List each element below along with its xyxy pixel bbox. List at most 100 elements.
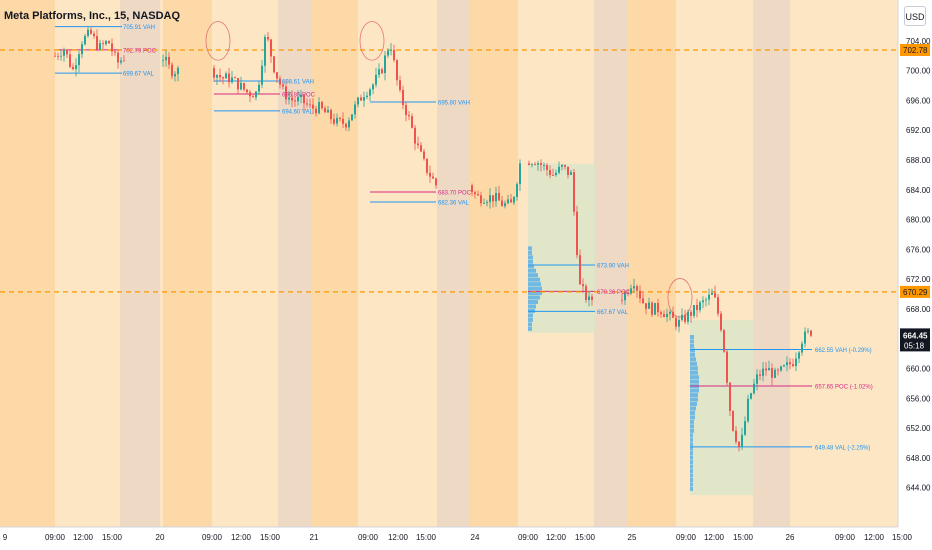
candle-body [429,172,431,177]
candle-body [660,312,662,315]
candle-body [732,410,734,431]
time-tick-label: 15:00 [892,533,913,542]
candle-body [417,143,419,146]
candle-body [288,97,290,100]
candle-body [486,202,488,204]
candle-body [717,297,719,314]
time-tick-label: 15:00 [575,533,596,542]
candle-body [342,118,344,124]
profile-histogram-bar [690,460,693,465]
candle-body [372,84,374,90]
candle-body [171,64,173,77]
candle-body [504,203,506,207]
candle-body [711,293,713,295]
candle-body [399,80,401,90]
profile-box [690,320,753,496]
candle-body [96,36,98,50]
candle-body [228,73,230,83]
currency-button[interactable]: USD [904,6,926,26]
profile-histogram-bar [528,291,542,296]
time-tick-label: 26 [786,533,795,542]
profile-histogram-bar [528,295,540,300]
candle-body [759,374,761,376]
price-tick-label: 688.00 [906,156,931,165]
candle-body [777,369,779,371]
time-tick-label: 20 [156,533,165,542]
candle-body [714,293,716,298]
candle-body [333,119,335,124]
candle-body [81,44,83,55]
candle-body [225,73,227,79]
candle-body [495,192,497,202]
time-tick-label: 15:00 [733,533,754,542]
candle-body [582,284,584,287]
candle-body [174,74,176,77]
candle-body [765,368,767,371]
candle-body [786,362,788,366]
candle-body [117,52,119,63]
candle-body [558,166,560,173]
candle-body [789,362,791,365]
candle-body [534,164,536,166]
candle-body [240,83,242,90]
candle-body [309,104,311,106]
profile-histogram-bar [690,446,693,451]
price-tick-label: 644.00 [906,484,931,493]
price-tick-label: 680.00 [906,216,931,225]
candle-body [579,255,581,285]
candle-body [426,158,428,173]
profile-histogram-bar [690,455,693,460]
profile-label-poc: 702.79 POC [123,48,157,54]
candle-body [501,200,503,207]
candle-body [537,163,539,165]
candle-body [57,55,59,57]
candle-body [567,166,569,175]
candle-body [705,299,707,301]
candle-body [735,430,737,442]
profile-histogram-bar [690,348,695,353]
candle-body [516,184,518,197]
candle-body [387,50,389,56]
profile-label-vah: 705.91 VAH [123,25,155,31]
candle-body [780,366,782,371]
candle-body [285,86,287,100]
time-tick-label: 09:00 [518,533,539,542]
candle-body [111,43,113,52]
profile-histogram-bar [690,437,693,442]
candle-body [300,94,302,98]
profile-histogram-bar [690,464,693,469]
candle-body [69,54,71,67]
price-tick-label: 656.00 [906,394,931,403]
candle-body [63,49,65,56]
price-level-marker-label: 702.78 [903,46,928,55]
candle-body [369,89,371,96]
candle-body [324,108,326,113]
price-tick-label: 652.00 [906,424,931,433]
candle-body [654,303,656,315]
candle-body [246,89,248,93]
candle-body [741,434,743,447]
candle-body [357,97,359,105]
candle-body [291,97,293,101]
countdown-label: 05:18 [904,341,925,350]
profile-label-vah: 698.61 VAH [282,80,314,86]
candle-body [219,74,221,78]
candle-body [306,103,308,105]
time-tick-label: 09:00 [45,533,66,542]
overnight-band [753,0,790,527]
time-tick-label: 12:00 [864,533,885,542]
candle-body [411,116,413,128]
premarket-band [310,0,358,527]
candle-body [480,195,482,204]
candle-body [282,84,284,87]
profile-histogram-bar [690,451,693,456]
candle-body [627,292,629,294]
profile-histogram-bar [528,300,538,304]
candle-body [114,51,116,53]
candle-body [681,314,683,320]
session-background [0,0,898,527]
profile-histogram-bar [690,419,694,424]
candle-body [231,77,233,83]
candle-body [810,330,812,336]
